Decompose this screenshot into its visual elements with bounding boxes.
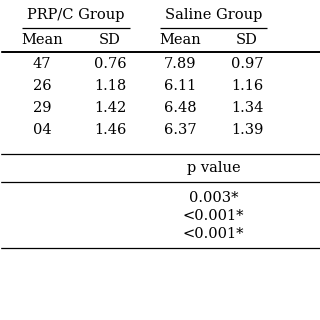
Text: 47: 47: [33, 57, 51, 71]
Text: <0.001*: <0.001*: [183, 209, 244, 223]
Text: 0.76: 0.76: [94, 57, 126, 71]
Text: 6.37: 6.37: [164, 123, 196, 137]
Text: 1.34: 1.34: [231, 101, 263, 115]
Text: 0.003*: 0.003*: [189, 191, 238, 205]
Text: 1.18: 1.18: [94, 79, 126, 93]
Text: 1.42: 1.42: [94, 101, 126, 115]
Text: Saline Group: Saline Group: [165, 8, 262, 22]
Text: 26: 26: [33, 79, 51, 93]
Text: <0.001*: <0.001*: [183, 227, 244, 241]
Text: 1.39: 1.39: [231, 123, 263, 137]
Text: p value: p value: [187, 161, 240, 175]
Text: SD: SD: [99, 33, 121, 47]
Text: 6.48: 6.48: [164, 101, 196, 115]
Text: 29: 29: [33, 101, 51, 115]
Text: 7.89: 7.89: [164, 57, 196, 71]
Text: Mean: Mean: [21, 33, 63, 47]
Text: 0.97: 0.97: [231, 57, 263, 71]
Text: Mean: Mean: [159, 33, 201, 47]
Text: SD: SD: [236, 33, 258, 47]
Text: 1.46: 1.46: [94, 123, 126, 137]
Text: 04: 04: [33, 123, 51, 137]
Text: 6.11: 6.11: [164, 79, 196, 93]
Text: 1.16: 1.16: [231, 79, 263, 93]
Text: PRP/C Group: PRP/C Group: [27, 8, 125, 22]
